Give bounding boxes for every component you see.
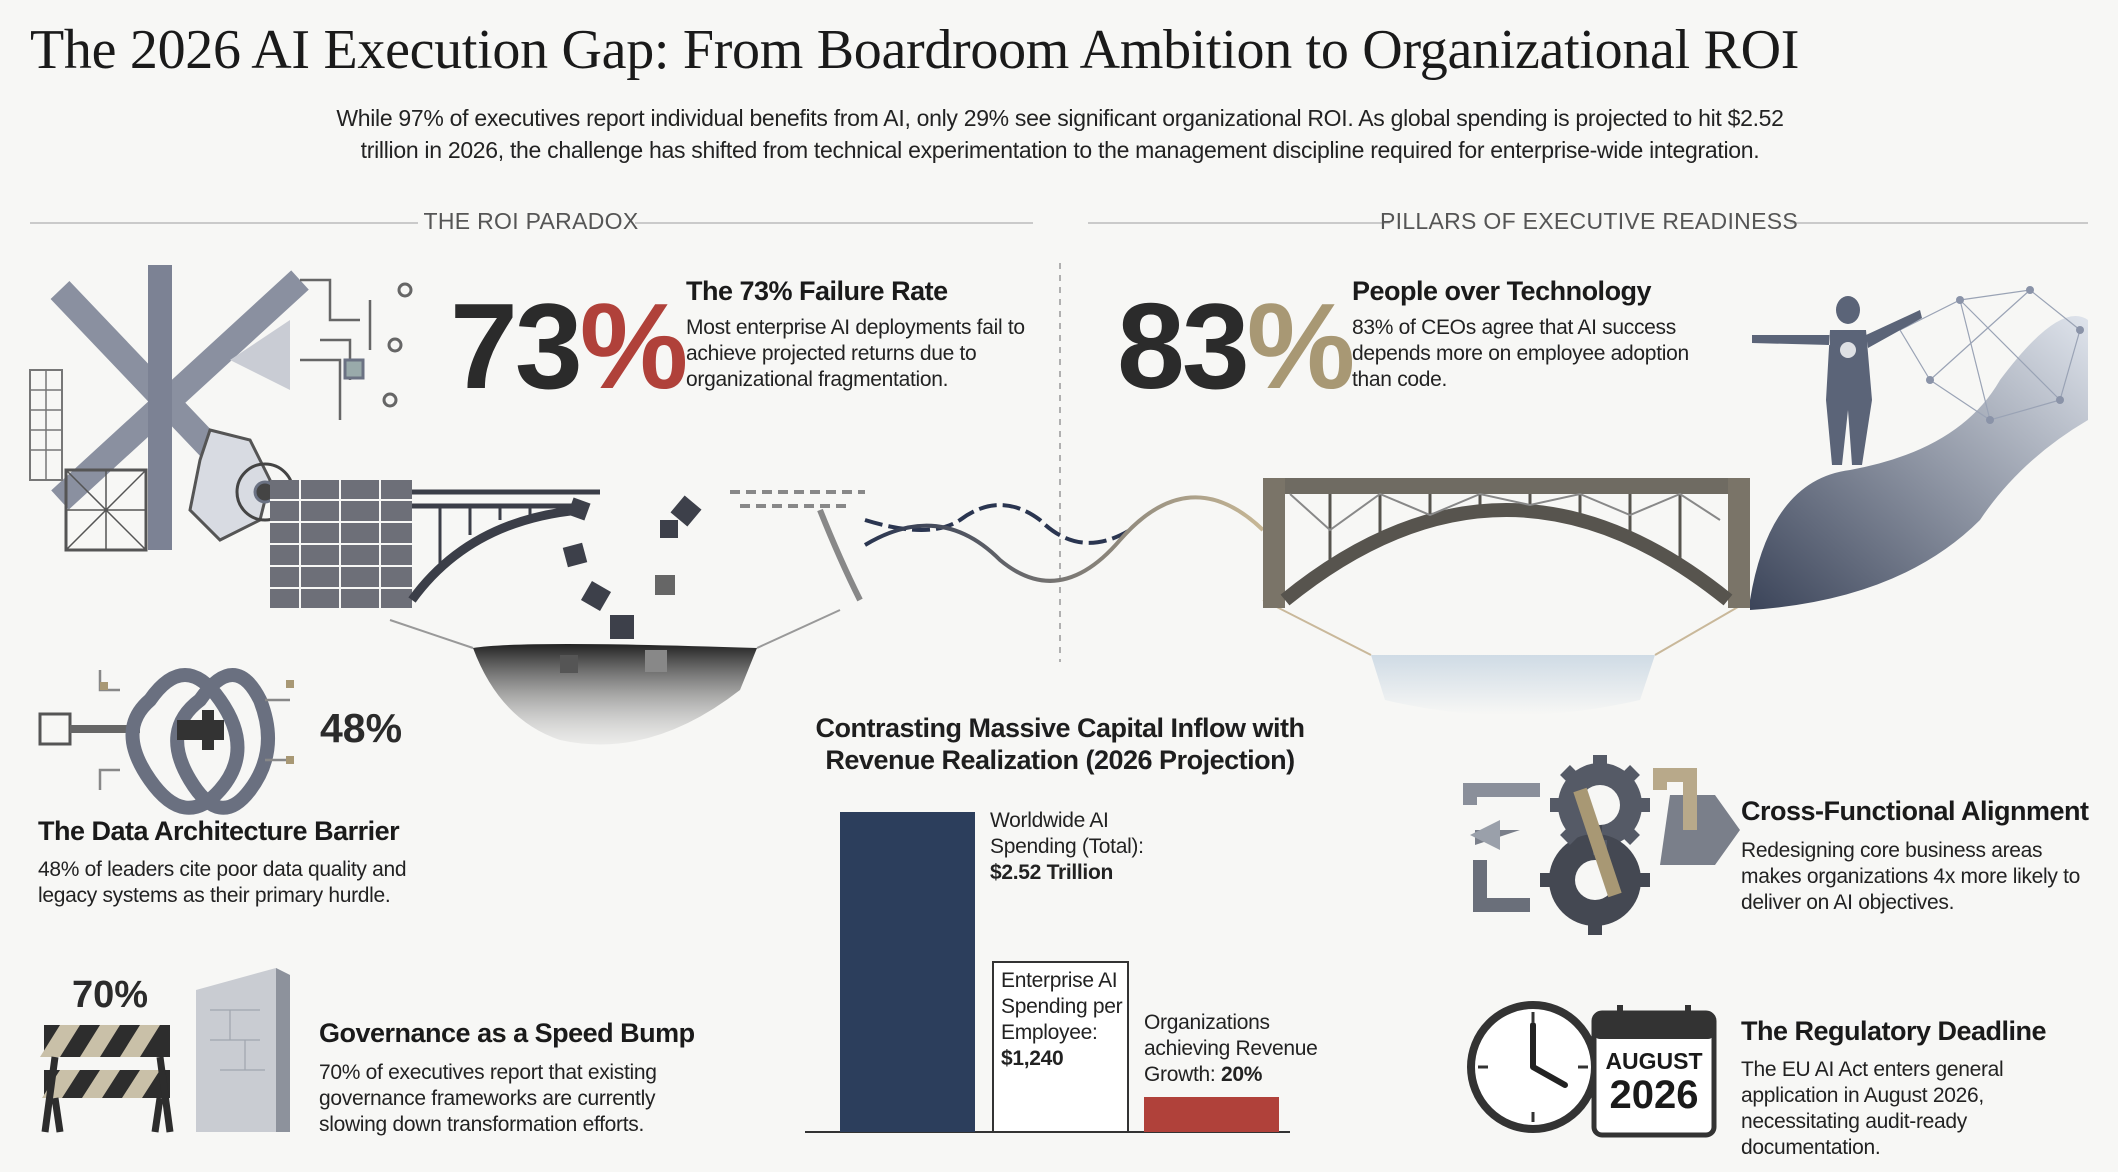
card-text: Most enterprise AI deployments fail to a… (686, 316, 1025, 391)
stat-unit: % (579, 278, 688, 414)
card-title: People over Technology (1352, 276, 1652, 306)
bar-label-text: Worldwide AI Spending (Total): (990, 809, 1144, 858)
bar-value: $2.52 Trillion (990, 861, 1114, 884)
barrier-icon (40, 968, 290, 1133)
bar-label: Enterprise AI Spending per Employee: $1,2… (1001, 968, 1126, 1072)
card-text: 70% of executives report that existing g… (319, 1061, 657, 1136)
big-stat: 73% (450, 285, 688, 407)
stat: 48% (320, 705, 403, 751)
bar-label: Worldwide AI Spending (Total): $2.52 Tril… (990, 808, 1160, 886)
section-heading: THE ROI PARADOX (423, 208, 639, 234)
section-rules (30, 222, 2088, 662)
complete-bridge (1262, 286, 2088, 715)
page-title: The 2026 AI Execution Gap: From Boardroo… (30, 19, 1800, 81)
bar-label-text: Enterprise AI Spending per Employee: (1001, 969, 1123, 1044)
card-text: The EU AI Act enters general application… (1741, 1058, 2004, 1159)
card-text: Redesigning core business areas makes or… (1741, 839, 2081, 914)
card-title: Governance as a Speed Bump (319, 1018, 695, 1048)
chart-bars (805, 812, 1290, 1133)
stat-unit: % (1246, 278, 1355, 414)
gears-icon (1463, 755, 1740, 935)
card-text: 48% of leaders cite poor data quality an… (38, 858, 407, 907)
data-knot-icon (38, 668, 294, 815)
stat: 70% (72, 974, 149, 1016)
bar-label-text: Organizations achieving Revenue Growth: (1144, 1011, 1318, 1086)
card-title: Cross-Functional Alignment (1741, 796, 2089, 826)
broken-bridge (270, 480, 1265, 745)
chart-title: Contrasting Massive Capital Inflow with … (815, 713, 1305, 775)
stat-number: 83 (1117, 278, 1250, 414)
big-stat: 83% (1117, 285, 1355, 407)
card-title: The 73% Failure Rate (686, 276, 948, 306)
subtitle: While 97% of executives report individua… (336, 105, 1784, 163)
card-title: The Data Architecture Barrier (38, 816, 400, 846)
clock-calendar-icon (1467, 1001, 1717, 1138)
bar-label: Organizations achieving Revenue Growth: … (1144, 1010, 1334, 1088)
bar-value: 20% (1220, 1063, 1263, 1086)
card-text: 83% of CEOs agree that AI success depend… (1352, 316, 1689, 391)
stat-number: 73 (450, 278, 583, 414)
tech-geometry (29, 265, 413, 552)
card-title: The Regulatory Deadline (1741, 1016, 2047, 1046)
calendar-year: 2026 (1609, 1073, 1699, 1117)
section-heading: PILLARS OF EXECUTIVE READINESS (1379, 208, 1799, 234)
bar-value: $1,240 (1001, 1047, 1064, 1070)
calendar-month: AUGUST (1605, 1048, 1703, 1074)
